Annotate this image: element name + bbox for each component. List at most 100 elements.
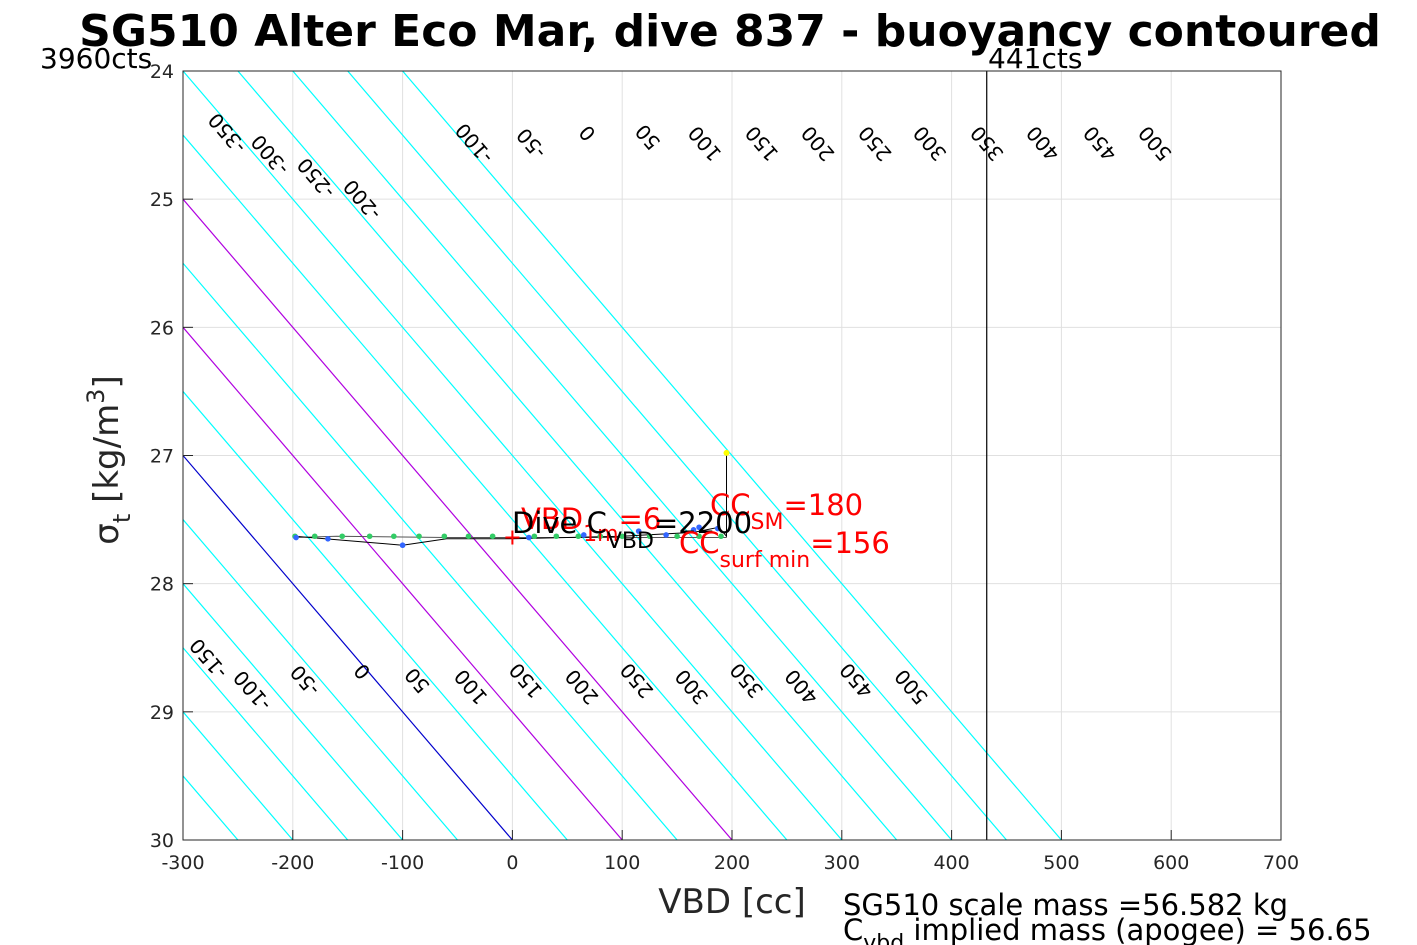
blue-point [325, 536, 331, 542]
implied-mass-footer: Cvbd implied mass (apogee) = 56.65 [843, 913, 1372, 945]
dive-cvbd-sub: VBD [607, 529, 654, 554]
lower-contour-label--150: -150 [185, 634, 233, 684]
green-point [531, 533, 538, 540]
upper-contour-label-100: 100 [683, 121, 726, 166]
x-tick-label: 600 [1153, 852, 1189, 874]
implied-mass-main: C [843, 913, 863, 945]
y-axis-label-sub: t [108, 514, 136, 523]
contour-line-150 [183, 262, 678, 840]
scale-mass-footer: SG510 scale mass =56.582 kg [843, 888, 1288, 922]
lower-contour-label-150: 150 [504, 658, 547, 703]
lower-contour-label-450: 450 [835, 658, 878, 703]
contour-line--50 [183, 518, 458, 840]
green-point [696, 533, 702, 540]
lower-contour-label-100: 100 [449, 665, 492, 710]
green-point [553, 533, 560, 540]
x-tick-label: 100 [604, 852, 640, 874]
axis-ticks: -300 -200 -100 0 100 200 300 400 500 600 700242526… [150, 61, 1299, 874]
y-tick-label: 28 [150, 574, 174, 596]
upper-contour-label-300: 300 [908, 121, 951, 166]
x-tick-label: 700 [1263, 852, 1299, 874]
y-axis-label-symbol: σ [87, 523, 127, 545]
contour-line-400 [292, 71, 953, 840]
y-tick-label: 27 [150, 446, 174, 468]
green-point [311, 533, 318, 540]
upper-contour-label-350: 350 [965, 121, 1008, 166]
dive-profile [292, 449, 730, 549]
lower-contour-label-50: 50 [400, 663, 435, 698]
contour-line-350 [237, 71, 898, 840]
x-tick-label: -300 [161, 852, 204, 874]
top-left-counts-label: 3960cts [40, 42, 152, 75]
chart-title: SG510 Alter Eco Mar, dive 837 - buoyancy… [79, 6, 1381, 57]
green-point [575, 533, 582, 540]
contour-line-450 [347, 71, 1007, 840]
contour-line--150 [183, 646, 349, 840]
contour-line-500 [402, 71, 1062, 840]
cc-surf-min-main: CC [679, 526, 720, 560]
profile-line-secondary [294, 535, 727, 539]
vbd-1m-value: =6 [619, 502, 662, 536]
cc-sm-sub: SM [751, 510, 784, 535]
lower-contour-label-300: 300 [670, 665, 713, 710]
y-axis-label-units: [kg/m [87, 404, 127, 514]
top-right-counts-label: 441cts [988, 42, 1082, 75]
blue-point [635, 528, 642, 534]
upper-contour-label-250: 250 [853, 121, 896, 166]
contour-line-300 [183, 71, 843, 840]
green-point [646, 533, 653, 540]
x-tick-label: 0 [506, 852, 518, 874]
contour-line-50 [183, 390, 568, 840]
green-point [597, 533, 604, 540]
y-axis-label-close: ] [87, 375, 127, 388]
y-tick-label: 30 [150, 830, 174, 852]
contour-line-250 [183, 134, 788, 840]
vbd-1m-annotation: VBD1m=6 [521, 502, 661, 547]
y-tick-label: 25 [150, 189, 174, 211]
blue-point [399, 542, 406, 549]
upper-contour-label--100: -100 [450, 118, 498, 168]
dive-cvbd-value: =2200 [654, 506, 752, 540]
blue-point [696, 524, 702, 531]
upper-contour-label-0: 0 [574, 121, 601, 146]
green-point [441, 533, 448, 540]
blue-point [580, 532, 587, 538]
upper-contour-label--250: -250 [292, 153, 340, 203]
upper-contour-label-500: 500 [1133, 121, 1176, 166]
upper-contour-label-150: 150 [740, 121, 783, 166]
upper-contour-label--50: -50 [511, 123, 550, 163]
green-point [619, 533, 625, 540]
green-point [489, 533, 496, 540]
profile-line [294, 452, 728, 546]
lower-contour-label-500: 500 [890, 665, 933, 710]
implied-mass-sub: vbd [863, 931, 904, 945]
green-point [465, 533, 472, 540]
x-tick-label: -200 [271, 852, 314, 874]
x-axis-label: VBD [cc] [658, 882, 806, 922]
upper-contour-label--350: -350 [203, 108, 251, 158]
cc-surf-min-value: =156 [810, 526, 890, 560]
contour-lines [183, 71, 1062, 840]
blue-point [293, 534, 299, 541]
lower-contour-label-400: 400 [780, 665, 823, 710]
cc-sm-main: CC [710, 488, 751, 522]
lower-contour-label-200: 200 [560, 665, 603, 710]
blue-point [526, 534, 532, 541]
upper-contour-label-50: 50 [630, 120, 665, 155]
lower-contour-label--50: -50 [285, 660, 324, 700]
upper-contour-label-450: 450 [1078, 121, 1121, 166]
green-point [416, 533, 422, 540]
vbd-1m-main: VBD [521, 502, 583, 536]
cc-sm-annotation: CCSM=180 [710, 488, 863, 535]
upper-contour-label-400: 400 [1021, 121, 1064, 166]
dive-cvbd-main: Dive C [512, 506, 607, 540]
x-tick-label: 500 [1043, 852, 1079, 874]
y-tick-label: 26 [150, 317, 174, 339]
blue-point [663, 532, 669, 538]
lower-contour-label-250: 250 [615, 658, 658, 703]
x-tick-label: 300 [824, 852, 860, 874]
cc-sm-value: =180 [783, 488, 863, 522]
x-tick-label: 400 [933, 852, 969, 874]
upper-contour-label--300: -300 [246, 130, 294, 180]
